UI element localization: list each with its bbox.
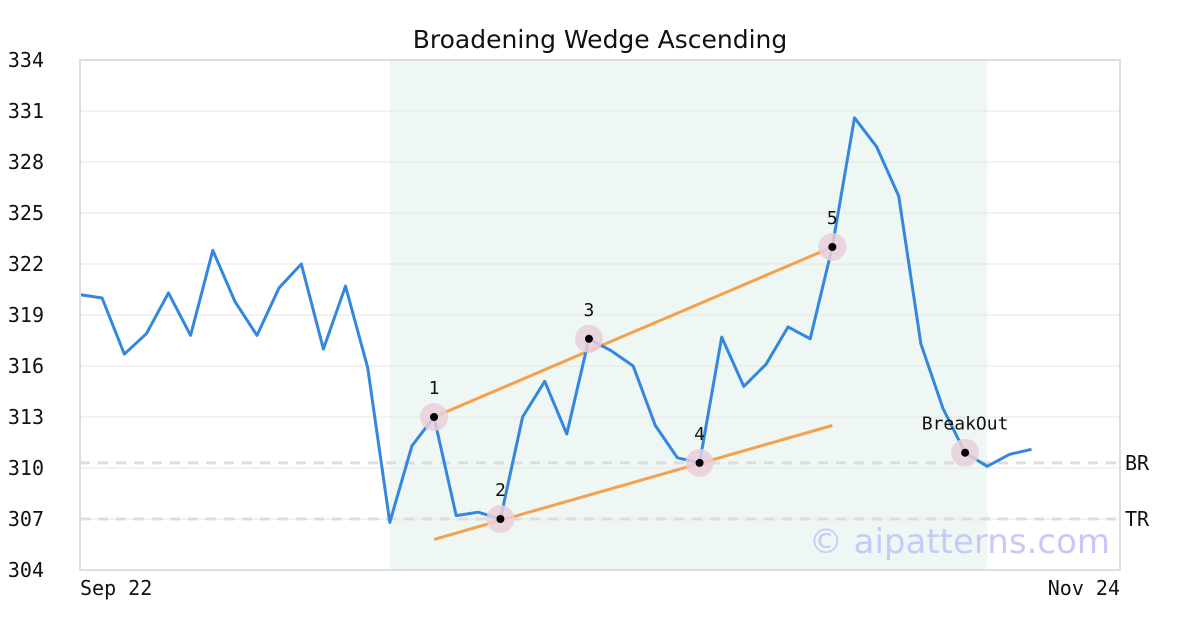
reference-lines-layer: BR TR bbox=[80, 451, 1150, 531]
point-dot bbox=[828, 243, 837, 251]
y-tick-label: 304 bbox=[8, 558, 44, 582]
plot-frame bbox=[79, 59, 1121, 571]
points-layer: 1 2 3 4 5 BreakOut bbox=[420, 208, 1008, 533]
watermark: © aipatterns.com bbox=[809, 522, 1110, 562]
series-layer bbox=[79, 116, 1032, 524]
y-tick-label: 307 bbox=[8, 507, 44, 531]
y-tick-label: 328 bbox=[8, 150, 44, 174]
point-label: 3 bbox=[584, 300, 595, 321]
reference-line-label: BR bbox=[1125, 451, 1150, 475]
point-dot bbox=[961, 448, 970, 457]
y-tick-label: 319 bbox=[8, 303, 44, 327]
trendline bbox=[433, 245, 833, 419]
point-label: 4 bbox=[694, 424, 705, 445]
y-tick-label: 322 bbox=[8, 252, 44, 276]
point-label: 1 bbox=[429, 378, 440, 399]
point-dot bbox=[496, 515, 505, 523]
price-series-line bbox=[79, 116, 1032, 524]
reference-line-label: TR bbox=[1125, 507, 1150, 531]
point-dot bbox=[695, 458, 704, 467]
point-label: 5 bbox=[827, 208, 838, 229]
chart-title: Broadening Wedge Ascending bbox=[413, 25, 788, 54]
y-tick-label: 331 bbox=[8, 99, 44, 123]
x-tick-label: Sep 22 bbox=[80, 576, 152, 600]
point-dot bbox=[430, 413, 439, 421]
y-tick-label: 316 bbox=[8, 354, 44, 378]
y-tick-label: 310 bbox=[8, 456, 44, 480]
x-tick-label: Nov 24 bbox=[1048, 576, 1120, 600]
y-tick-label: 313 bbox=[8, 405, 44, 429]
y-tick-label: 334 bbox=[8, 48, 44, 72]
y-tick-label: 325 bbox=[8, 201, 44, 225]
point-label: BreakOut bbox=[922, 414, 1009, 435]
point-dot bbox=[584, 334, 593, 343]
point-label: 2 bbox=[495, 480, 506, 501]
